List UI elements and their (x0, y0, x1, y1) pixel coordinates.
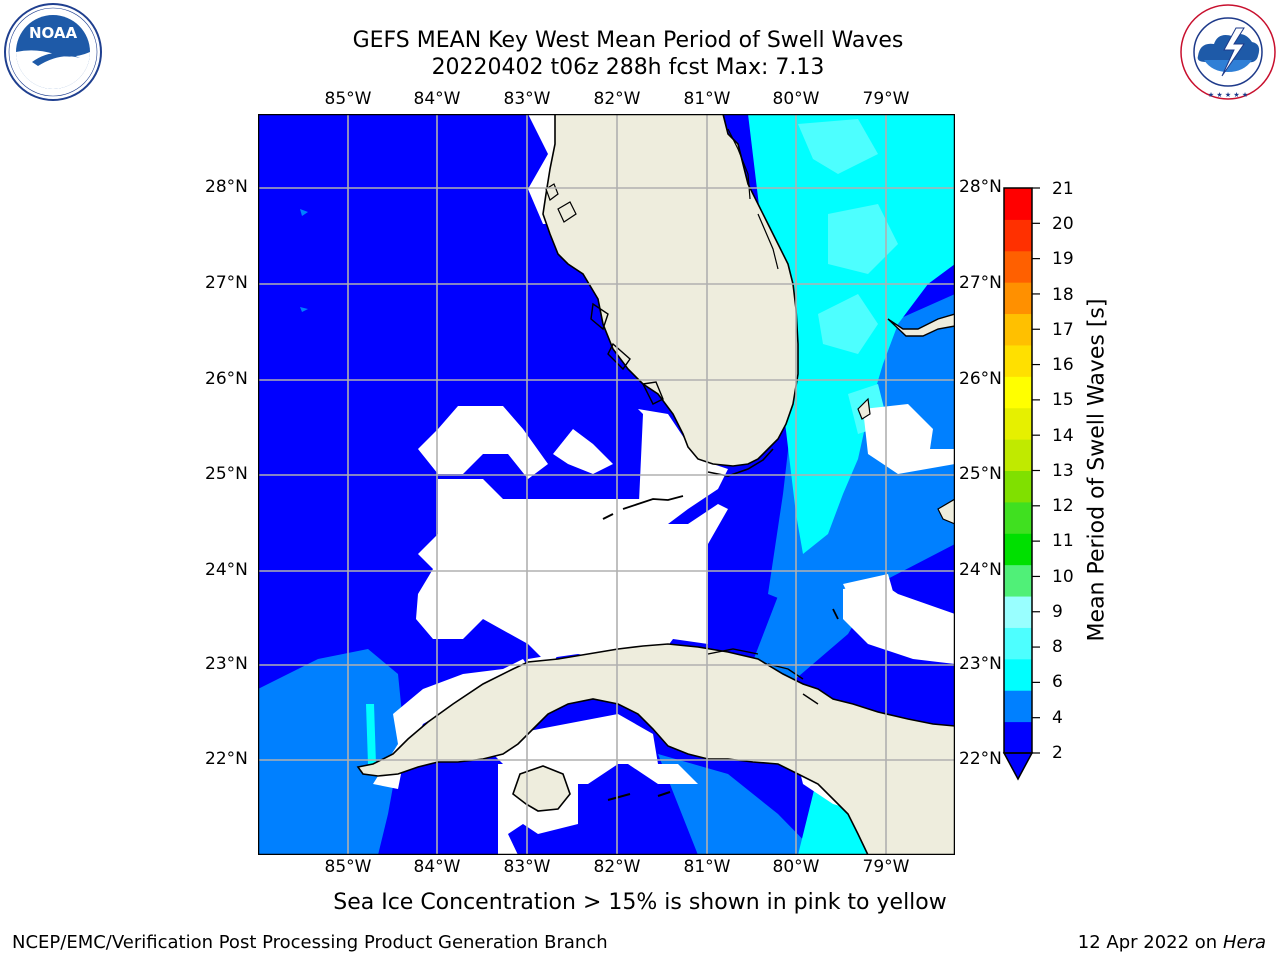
lon-label-bottom: 81°W (683, 857, 731, 877)
colorbar-swatch (1004, 721, 1032, 754)
lon-label-top: 79°W (862, 89, 910, 109)
masked-region-east (843, 584, 955, 664)
colorbar-tick: 16 (1052, 355, 1074, 375)
lon-label-bottom: 85°W (324, 857, 372, 877)
shade-8-10 (798, 119, 878, 174)
colorbar-swatch (1004, 250, 1032, 283)
lat-label-right: 25°N (959, 464, 1002, 484)
lat-label-left: 26°N (205, 369, 248, 389)
lon-label-top: 84°W (413, 89, 461, 109)
colorbar-tick: 8 (1052, 637, 1063, 657)
svg-text:★ ★ ★ ★ ★: ★ ★ ★ ★ ★ (1208, 91, 1248, 99)
colorbar-tick: 21 (1052, 179, 1074, 199)
noaa-logo: NOAA (4, 3, 102, 101)
colorbar-tick: 17 (1052, 320, 1074, 340)
colorbar-tick: 15 (1052, 390, 1074, 410)
colorbar-swatch (1004, 439, 1032, 471)
masked-region-west (418, 406, 548, 479)
colorbar-tick: 10 (1052, 567, 1074, 587)
colorbar-extend-arrow (1002, 752, 1034, 781)
lat-label-right: 28°N (959, 177, 1002, 197)
colorbar-swatch (1004, 219, 1032, 252)
lon-label-bottom: 84°W (413, 857, 461, 877)
colorbar-tick: 4 (1052, 708, 1063, 728)
lat-label-left: 22°N (205, 749, 248, 769)
colorbar-swatch (1004, 313, 1032, 346)
colorbar-swatch (1004, 533, 1032, 566)
colorbar (1002, 187, 1040, 781)
colorbar-tick: 11 (1052, 531, 1074, 551)
graticule (258, 114, 955, 855)
chart-subtitle: 20220402 t06z 288h fcst Max: 7.13 (431, 55, 825, 80)
lat-label-left: 23°N (205, 654, 248, 674)
colorbar-swatch (1004, 690, 1032, 723)
masked-region-central (416, 479, 728, 674)
lat-label-left: 25°N (205, 464, 248, 484)
lon-label-bottom: 83°W (503, 857, 551, 877)
chart-title: GEFS MEAN Key West Mean Period of Swell … (352, 28, 904, 53)
swell-period-map (257, 113, 956, 856)
lon-label-top: 80°W (772, 89, 820, 109)
colorbar-swatch (1004, 282, 1032, 315)
nws-logo: ★ ★ ★ ★ ★ (1180, 4, 1276, 100)
map-frame (257, 113, 956, 856)
colorbar-swatch (1004, 188, 1032, 220)
lat-label-right: 23°N (959, 654, 1002, 674)
lat-label-left: 27°N (205, 273, 248, 293)
map-panel (257, 113, 956, 856)
colorbar-tick: 6 (1052, 672, 1063, 692)
colorbar-tick: 19 (1052, 249, 1074, 269)
colorbar-swatch (1004, 627, 1032, 660)
colorbar-tick: 14 (1052, 426, 1074, 446)
colorbar-tick: 12 (1052, 496, 1074, 516)
lon-label-bottom: 80°W (772, 857, 820, 877)
lon-label-bottom: 82°W (593, 857, 641, 877)
footer-machine: Hera (1222, 932, 1266, 953)
lat-label-right: 26°N (959, 369, 1002, 389)
lat-label-right: 24°N (959, 560, 1002, 580)
colorbar-tick: 18 (1052, 285, 1074, 305)
lon-label-bottom: 79°W (862, 857, 910, 877)
lat-label-right: 27°N (959, 273, 1002, 293)
footer-date: 12 Apr 2022 on Hera (1078, 932, 1266, 953)
colorbar-tick: 13 (1052, 461, 1074, 481)
colorbar-tick: 20 (1052, 214, 1074, 234)
land-cuba (356, 643, 956, 856)
colorbar-swatch (1004, 658, 1032, 691)
colorbar-swatch (1004, 596, 1032, 628)
lat-label-left: 28°N (205, 177, 248, 197)
colorbar-swatch (1004, 564, 1032, 597)
lon-label-top: 83°W (503, 89, 551, 109)
colorbar-tick: 9 (1052, 602, 1063, 622)
colorbar-swatch (1004, 407, 1032, 440)
colorbar-swatch (1004, 376, 1032, 409)
colorbar-swatch (1004, 501, 1032, 534)
lat-label-right: 22°N (959, 749, 1002, 769)
colorbar-swatch (1004, 470, 1032, 503)
lon-label-top: 81°W (683, 89, 731, 109)
noaa-center-text: NOAA (29, 24, 78, 42)
sea-ice-note: Sea Ice Concentration > 15% is shown in … (333, 890, 947, 915)
footer-date-text: 12 Apr 2022 on (1077, 932, 1218, 953)
lat-label-left: 24°N (205, 560, 248, 580)
colorbar-swatch (1004, 344, 1032, 377)
lon-label-top: 85°W (324, 89, 372, 109)
colorbar-label: Mean Period of Swell Waves [s] (1084, 298, 1110, 642)
colorbar-tick: 2 (1052, 743, 1063, 763)
footer-branch: NCEP/EMC/Verification Post Processing Pr… (12, 932, 608, 953)
lon-label-top: 82°W (593, 89, 641, 109)
land-florida (542, 113, 799, 467)
